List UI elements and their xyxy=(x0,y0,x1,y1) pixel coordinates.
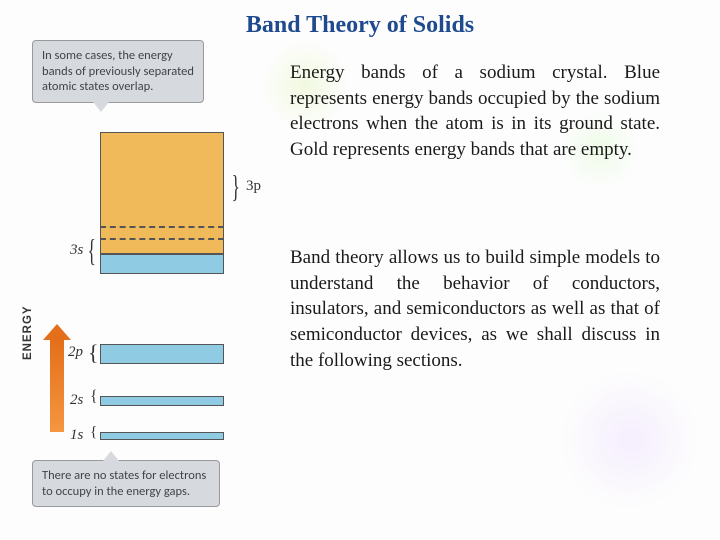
band-2s xyxy=(100,396,224,406)
paragraph-1: Energy bands of a sodium crystal. Blue r… xyxy=(290,60,660,163)
dashed-line xyxy=(100,238,224,240)
band-2p xyxy=(100,344,224,364)
brace-3s: { xyxy=(87,232,95,269)
energy-axis-label: ENERGY xyxy=(22,305,34,360)
label-2p: 2p xyxy=(68,344,83,361)
band-3s3p-empty xyxy=(100,132,224,254)
page-title: Band Theory of Solids xyxy=(0,12,720,39)
label-2s: 2s xyxy=(70,392,83,409)
label-3s: 3s xyxy=(70,242,83,259)
brace-3p: } xyxy=(231,168,239,205)
band-3s-occupied xyxy=(100,254,224,274)
label-3p: 3p xyxy=(246,178,261,195)
brace-2s: { xyxy=(90,388,98,406)
paragraph-2: Band theory allows us to build simple mo… xyxy=(290,245,660,373)
brace-1s: { xyxy=(90,424,97,441)
energy-band-diagram: In some cases, the energy bands of previ… xyxy=(32,50,264,530)
dashed-line xyxy=(100,226,224,228)
brace-2p: { xyxy=(88,340,99,366)
callout-bottom: There are no states for electrons to occ… xyxy=(32,460,220,507)
bg-decor xyxy=(560,370,700,510)
callout-top: In some cases, the energy bands of previ… xyxy=(32,40,204,103)
band-1s xyxy=(100,432,224,440)
label-1s: 1s xyxy=(70,427,83,444)
energy-arrow-icon xyxy=(50,340,64,432)
